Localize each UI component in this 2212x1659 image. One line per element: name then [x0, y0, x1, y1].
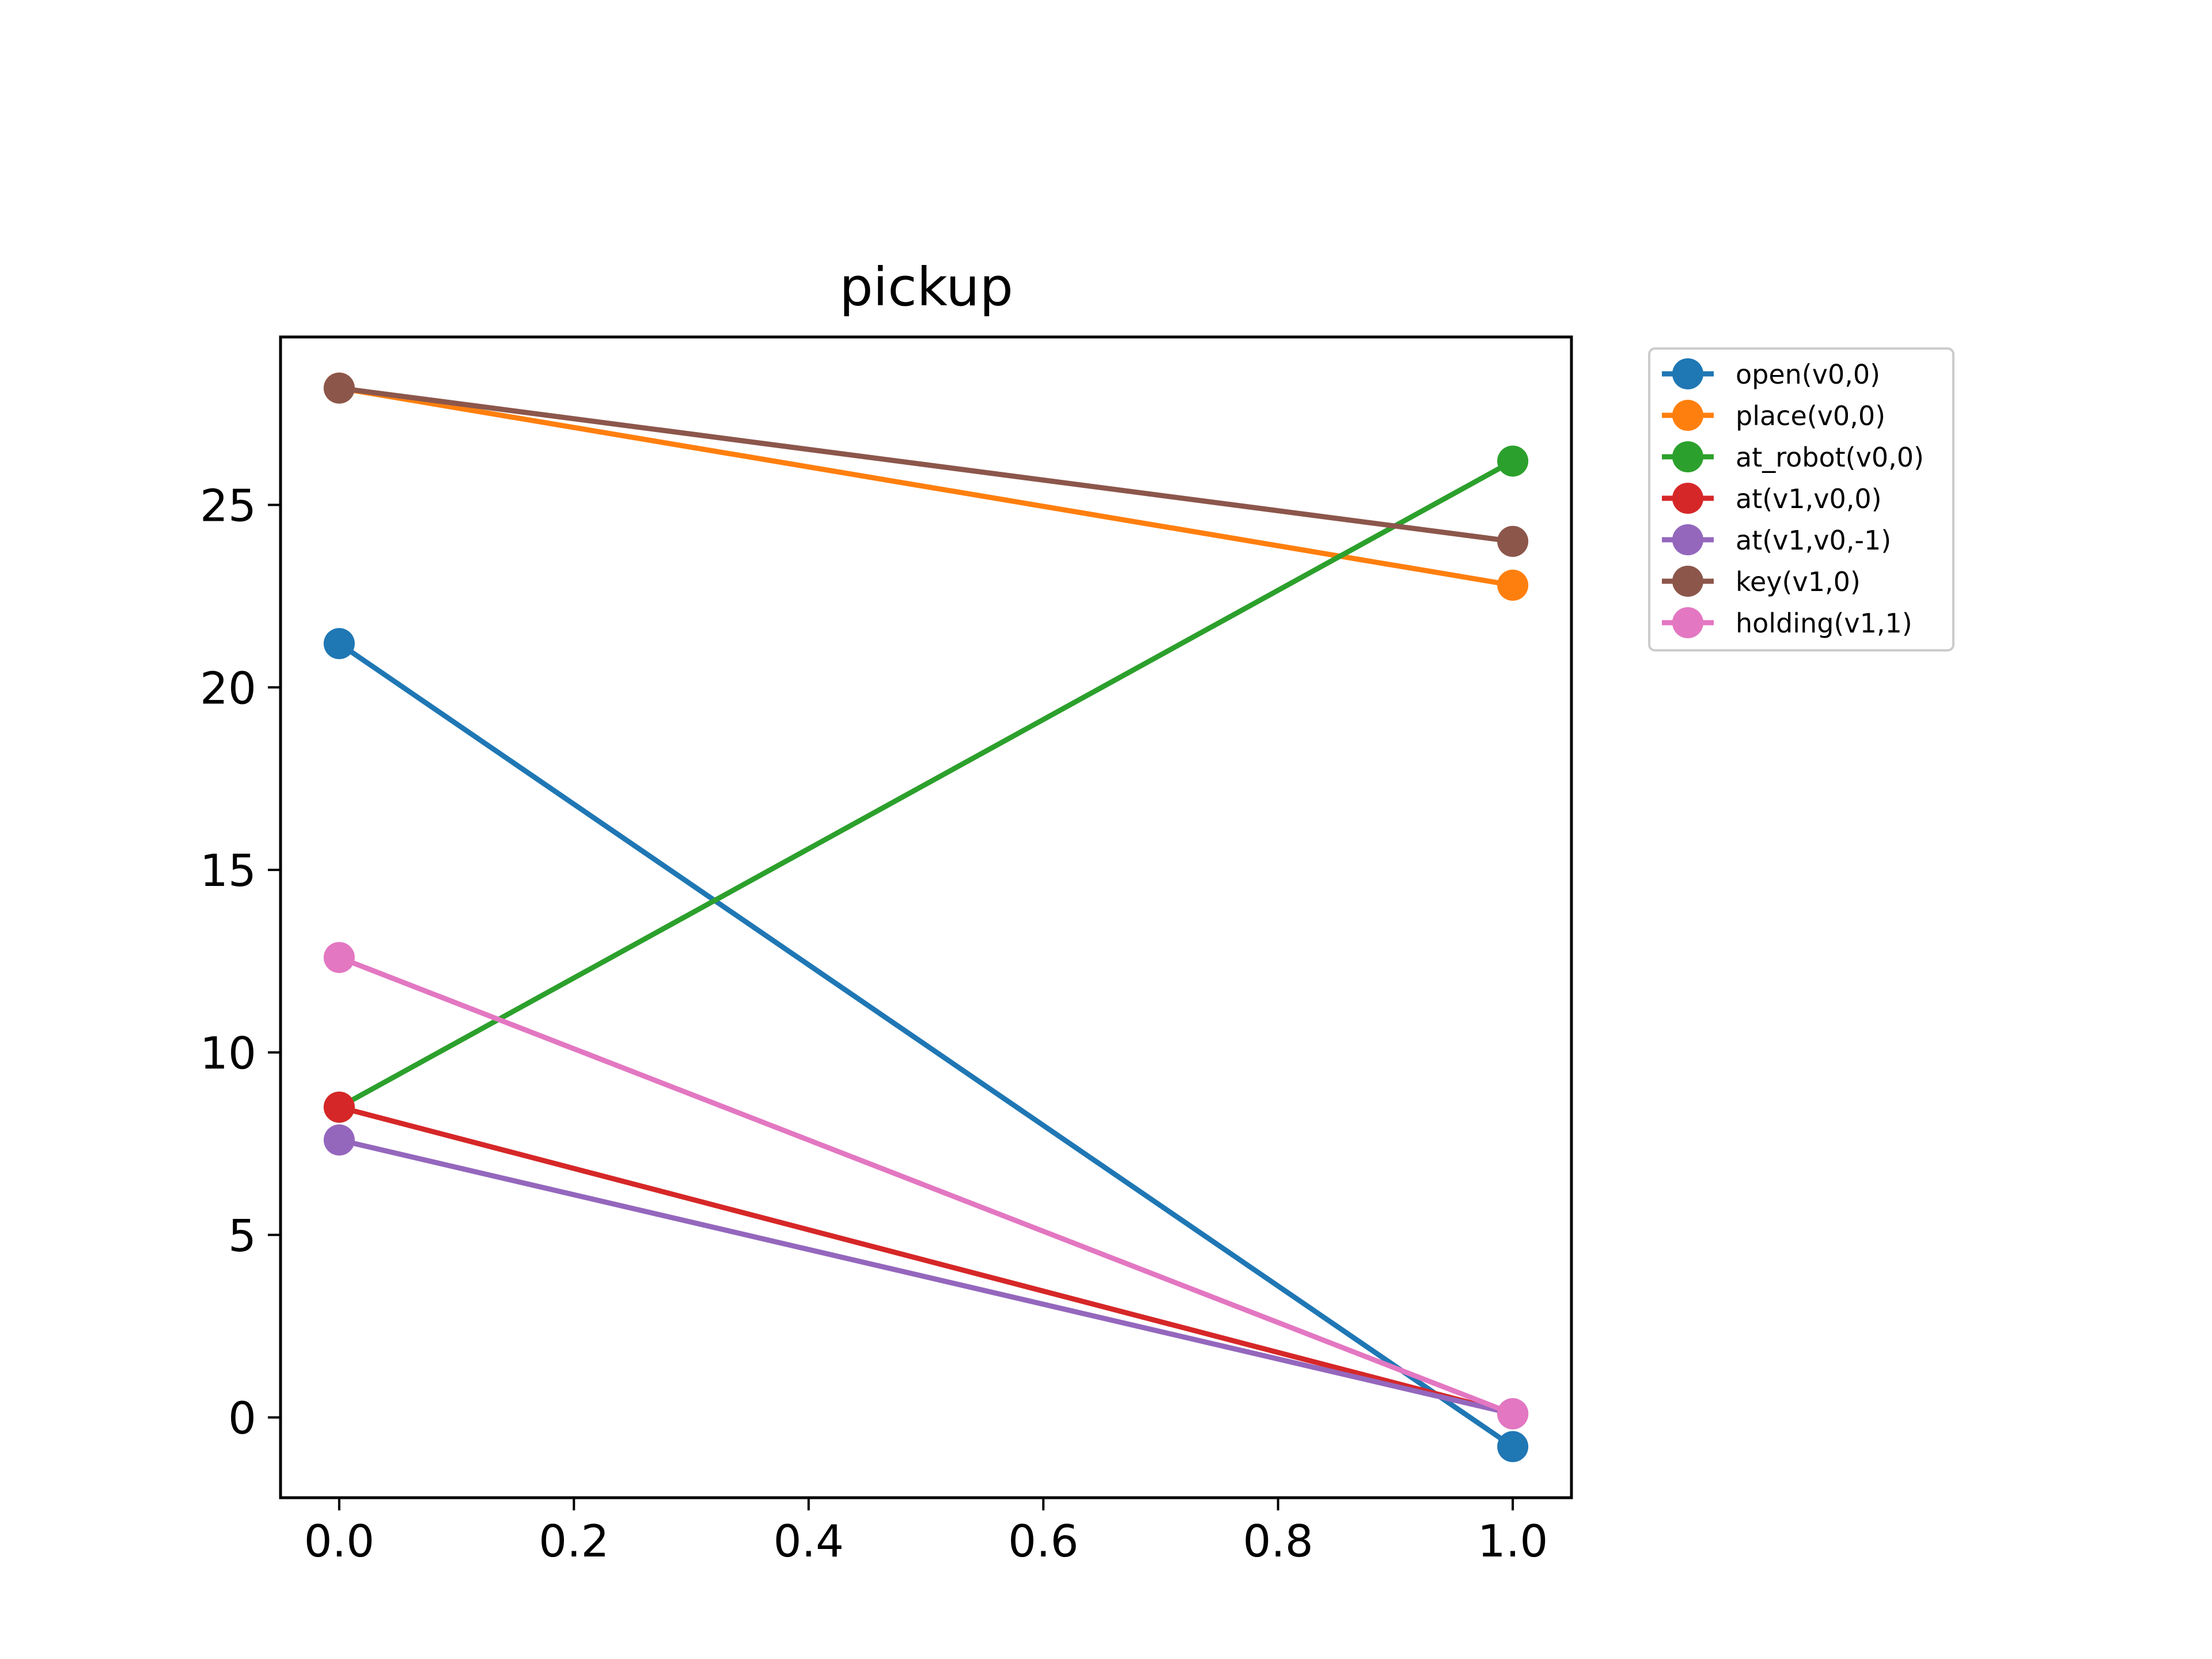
y-tick-label: 25: [200, 480, 256, 532]
x-tick-label: 1.0: [1478, 1516, 1548, 1567]
data-point: [323, 942, 355, 974]
series-layer: [323, 372, 1529, 1463]
x-tick-label: 0.0: [304, 1516, 374, 1567]
series-line: [339, 385, 1513, 588]
data-point: [1497, 1431, 1529, 1463]
legend-marker: [1672, 607, 1703, 638]
data-point: [323, 628, 355, 660]
y-tick-label: 20: [200, 663, 256, 714]
legend-marker: [1672, 566, 1703, 597]
plot-area: 0.0 0.2 0.4 0.6 0.8 1.0 0 5 10 15 20 25: [200, 335, 1573, 1567]
legend-label: place(v0,0): [1736, 400, 1885, 431]
legend: open(v0,0) place(v0,0) at_robot(v0,0) at(v1…: [1648, 347, 1955, 652]
legend-marker: [1672, 524, 1703, 555]
data-point: [1497, 569, 1529, 601]
x-tick-label: 0.4: [774, 1516, 844, 1567]
y-tick-label: 15: [200, 846, 256, 897]
data-point: [1497, 445, 1529, 477]
data-point: [1497, 525, 1529, 557]
chart-title: pickup: [839, 256, 1013, 318]
legend-marker: [1672, 400, 1703, 431]
y-tick-label: 5: [228, 1211, 256, 1262]
x-tick-label: 0.8: [1243, 1516, 1313, 1567]
data-point: [323, 1091, 355, 1123]
axes-frame: [279, 335, 1573, 1499]
series-line: [338, 1104, 1514, 1416]
x-tick-label: 0.2: [539, 1516, 609, 1567]
series-line: [339, 385, 1513, 544]
data-point: [323, 1124, 355, 1156]
legend-label: at(v1,v0,-1): [1736, 525, 1891, 556]
y-tick-label: 0: [228, 1393, 256, 1445]
series-line: [338, 955, 1514, 1416]
data-point: [323, 372, 355, 404]
legend-marker: [1672, 483, 1703, 514]
legend-marker: [1672, 358, 1703, 389]
series-line: [338, 459, 1514, 1109]
legend-label: at_robot(v0,0): [1736, 442, 1924, 473]
series-line: [338, 641, 1514, 1449]
legend-box: [1648, 347, 1955, 652]
legend-label: open(v0,0): [1736, 359, 1880, 390]
y-tick-label: 10: [200, 1028, 256, 1080]
x-tick-label: 0.6: [1008, 1516, 1078, 1567]
data-point: [1497, 1398, 1529, 1430]
legend-marker: [1672, 441, 1703, 472]
legend-label: at(v1,v0,0): [1736, 483, 1882, 514]
legend-label: key(v1,0): [1736, 566, 1861, 597]
series-line: [338, 1137, 1514, 1416]
legend-label: holding(v1,1): [1736, 608, 1912, 639]
